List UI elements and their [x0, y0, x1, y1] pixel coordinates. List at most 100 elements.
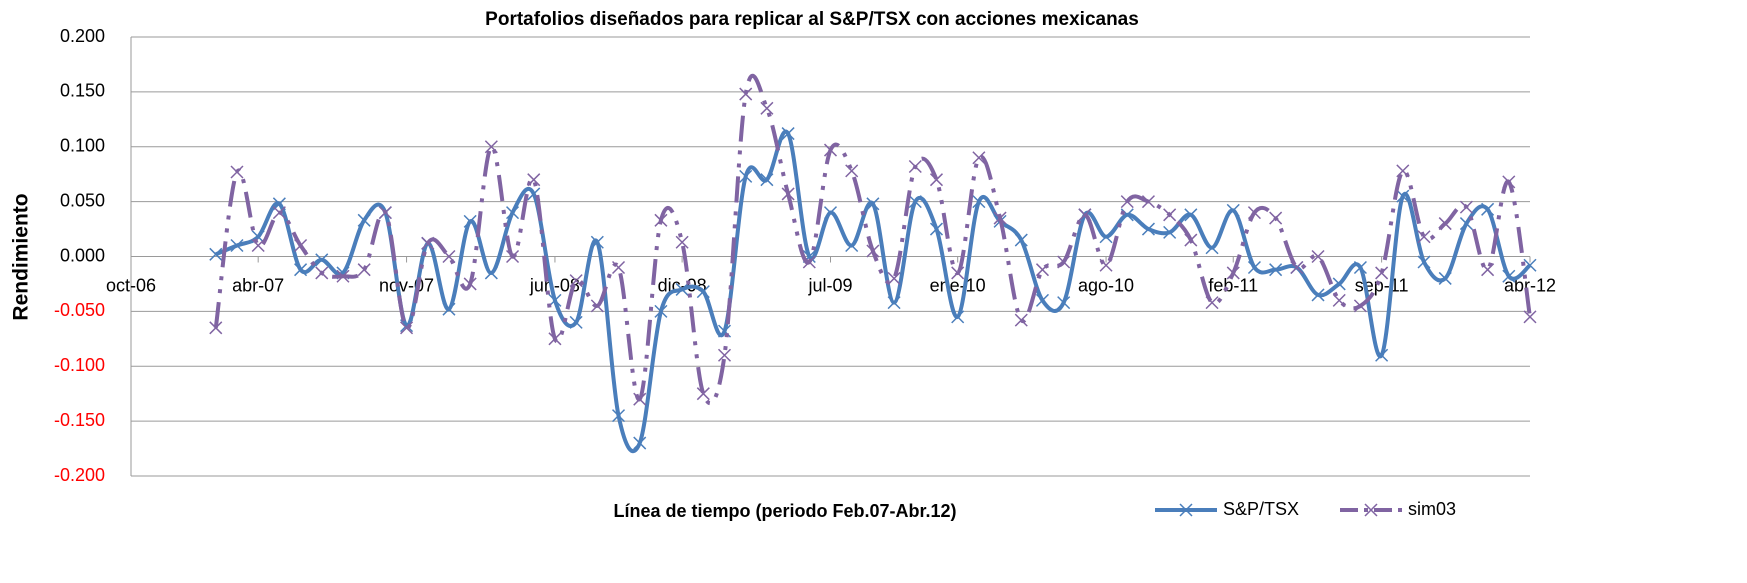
data-point [590, 299, 604, 313]
data-point [1375, 266, 1389, 280]
data-point [400, 321, 414, 335]
data-point [760, 101, 774, 115]
data-point [1269, 263, 1283, 277]
y-tick-label: -0.100 [54, 355, 105, 375]
data-point [548, 332, 562, 346]
data-point [569, 315, 583, 329]
data-point [294, 263, 308, 277]
data-point [1163, 208, 1177, 222]
data-point [717, 348, 732, 362]
data-point [823, 206, 838, 220]
data-point [739, 169, 753, 183]
data-point [1502, 175, 1516, 189]
data-point [675, 235, 689, 249]
data-point [1438, 271, 1452, 285]
data-point [463, 277, 477, 291]
data-point [654, 213, 668, 227]
data-point [1396, 164, 1410, 178]
x-tick-label: dic-08 [658, 275, 707, 295]
x-tick-label: ene-10 [930, 275, 986, 295]
data-point [1353, 299, 1367, 313]
data-point [654, 304, 668, 318]
data-point [315, 266, 329, 280]
x-tick-label: ago-10 [1078, 275, 1134, 295]
data-point [633, 436, 647, 450]
data-point [527, 173, 541, 187]
data-point [1417, 230, 1431, 244]
data-point [611, 260, 626, 275]
data-point [336, 269, 350, 283]
data-point [1226, 203, 1240, 217]
data-point [1057, 255, 1071, 269]
y-tick-label: 0.050 [60, 190, 105, 210]
legend-marker [1364, 503, 1378, 517]
data-point [1226, 266, 1240, 280]
data-point [463, 214, 477, 228]
data-point [421, 236, 435, 250]
data-point [951, 266, 965, 280]
data-point [929, 222, 944, 236]
data-point [1014, 233, 1028, 247]
data-point [1205, 241, 1219, 255]
x-tick-label: abr-12 [1504, 275, 1556, 295]
data-point [739, 87, 753, 101]
data-point [209, 321, 223, 335]
data-point [209, 247, 223, 261]
data-point [972, 195, 986, 209]
data-point [1141, 222, 1155, 236]
data-point [972, 151, 986, 165]
data-point [1481, 202, 1495, 216]
data-point [887, 296, 901, 310]
data-point [1141, 195, 1155, 209]
data-point [1247, 206, 1261, 220]
data-point [442, 302, 456, 316]
data-point [1481, 263, 1495, 277]
data-point [1099, 258, 1113, 272]
data-point [1014, 313, 1028, 327]
data-point [1438, 217, 1452, 231]
data-point [1523, 310, 1537, 324]
data-point [1247, 260, 1261, 275]
data-point [845, 238, 859, 253]
x-tick-label: sep-11 [1355, 275, 1409, 295]
data-point [378, 206, 392, 220]
data-point [1523, 258, 1537, 272]
data-point [1396, 189, 1410, 203]
series-line [213, 73, 1532, 406]
y-axis-label: Rendimiento [10, 193, 33, 320]
data-point [1502, 269, 1516, 283]
data-point [1163, 225, 1177, 239]
data-point [484, 266, 498, 280]
chart-title: Portafolios diseñados para replicar al S… [485, 9, 1139, 30]
data-point [1332, 293, 1346, 307]
x-tick-label: abr-07 [232, 275, 284, 295]
data-point [506, 249, 520, 264]
series-markers [209, 87, 1537, 406]
series-markers [209, 127, 1537, 450]
x-tick-label: jul-09 [807, 275, 852, 295]
x-tick-label: jun-08 [529, 275, 580, 295]
data-point [675, 282, 689, 296]
y-tick-label: 0.100 [60, 136, 105, 156]
data-point [1311, 249, 1325, 264]
data-point [1459, 200, 1473, 214]
data-point [1269, 211, 1283, 225]
data-point [272, 206, 286, 220]
x-axis-label: Línea de tiempo (periodo Feb.07-Abr.12) [613, 501, 956, 521]
data-point [781, 187, 795, 201]
data-point [1417, 255, 1431, 269]
data-point [929, 173, 944, 187]
data-point [442, 249, 456, 264]
data-point [251, 238, 265, 253]
data-point [866, 244, 880, 258]
y-tick-label: 0.150 [60, 81, 105, 101]
data-point [1035, 293, 1050, 307]
data-point [1057, 296, 1071, 310]
x-tick-label: feb-11 [1208, 275, 1258, 295]
data-point [315, 253, 329, 267]
y-tick-label: -0.200 [54, 465, 105, 485]
y-tick-label: 0.200 [60, 26, 105, 46]
data-point [230, 238, 244, 253]
data-point [760, 173, 774, 187]
